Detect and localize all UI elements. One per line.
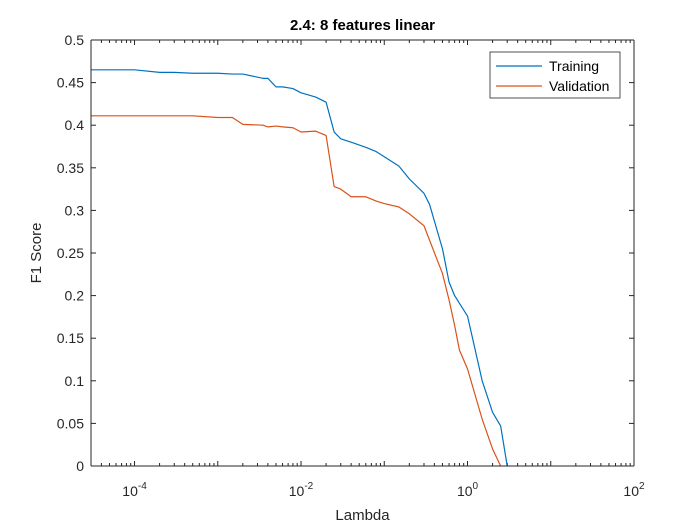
y-tick-label: 0.4 xyxy=(65,117,85,133)
y-axis-label: F1 Score xyxy=(28,223,45,284)
legend-label-training: Training xyxy=(549,58,599,74)
x-tick-label-exponent: -4 xyxy=(138,481,147,492)
x-tick-label: 102 xyxy=(623,481,645,499)
y-tick-label: 0 xyxy=(76,458,84,474)
series-layer xyxy=(91,69,508,467)
y-tick-label: 0.05 xyxy=(57,415,84,431)
chart-title: 2.4: 8 features linear xyxy=(290,17,435,34)
x-tick-label: 100 xyxy=(457,481,479,499)
legend-label-validation: Validation xyxy=(549,78,609,94)
x-tick-label-exponent: 2 xyxy=(639,481,645,492)
plot-area xyxy=(91,40,634,466)
axes-layer: 00.050.10.150.20.250.30.350.40.450.510-4… xyxy=(57,32,645,499)
series-line-training xyxy=(91,69,508,467)
x-axis-label: Lambda xyxy=(335,507,390,524)
x-tick-label-base: 10 xyxy=(122,483,138,499)
x-tick-label: 10-4 xyxy=(122,481,147,499)
y-tick-label: 0.1 xyxy=(65,373,85,389)
x-tick-label-exponent: 0 xyxy=(473,481,479,492)
y-tick-label: 0.2 xyxy=(65,288,85,304)
y-tick-label: 0.45 xyxy=(57,75,84,91)
legend: Training Validation xyxy=(489,51,621,99)
y-tick-label: 0.5 xyxy=(65,32,85,48)
y-tick-label: 0.35 xyxy=(57,160,84,176)
x-tick-label-base: 10 xyxy=(623,483,639,499)
y-tick-label: 0.15 xyxy=(57,330,84,346)
x-tick-label-exponent: -2 xyxy=(304,481,313,492)
y-tick-label: 0.25 xyxy=(57,245,84,261)
legend-box xyxy=(489,51,621,99)
x-tick-label-base: 10 xyxy=(289,483,305,499)
x-tick-label: 10-2 xyxy=(289,481,314,499)
y-tick-label: 0.3 xyxy=(65,202,85,218)
x-tick-label-base: 10 xyxy=(457,483,473,499)
series-line-validation xyxy=(91,115,502,467)
